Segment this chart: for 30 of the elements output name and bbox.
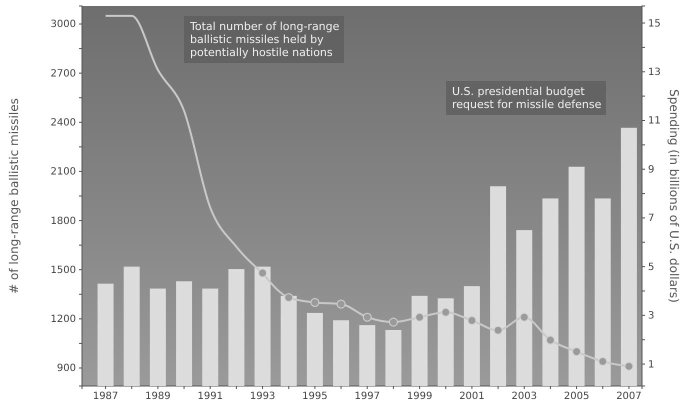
x-tick-label: 1997 [354,391,380,402]
y-tick-label: 1800 [50,216,76,227]
x-tick-label: 1999 [406,391,432,402]
x-tick-label: 2005 [564,391,590,402]
y2-axis-title: Spending (in billions of U.S. dollars) [667,89,681,303]
x-tick-label: 1987 [92,391,118,402]
y-tick-label: 1500 [50,264,76,276]
y-tick-label: 2100 [50,166,76,178]
x-tick-label: 2003 [512,391,537,402]
x-tick-label: 2007 [616,391,642,402]
x-tick-label: 1993 [250,391,276,402]
x-tick-label: 1991 [198,391,223,402]
y2-tick-label: 11 [648,116,661,127]
y-tick-label: 2700 [50,68,76,80]
y2-tick-label: 9 [648,164,654,176]
y-tick-label: 2400 [50,117,76,128]
y-tick-label: 3000 [50,19,76,30]
y2-tick-label: 7 [648,213,654,224]
y2-tick-label: 13 [648,66,661,78]
y2-tick-label: 15 [648,18,661,30]
y-axis-title: # of long-range ballistic missiles [7,98,21,294]
x-tick-label: 2001 [459,391,485,402]
x-tick-label: 1995 [302,391,328,402]
y-tick-label: 1200 [50,314,76,326]
y2-tick-label: 3 [648,310,654,322]
annotation: U.S. presidential budget request for missile defense [452,85,602,111]
y-tick-label: 900 [56,363,76,374]
y2-tick-label: 5 [648,262,654,273]
x-tick-label: 1989 [145,391,171,402]
y2-tick-label: 1 [648,359,654,370]
